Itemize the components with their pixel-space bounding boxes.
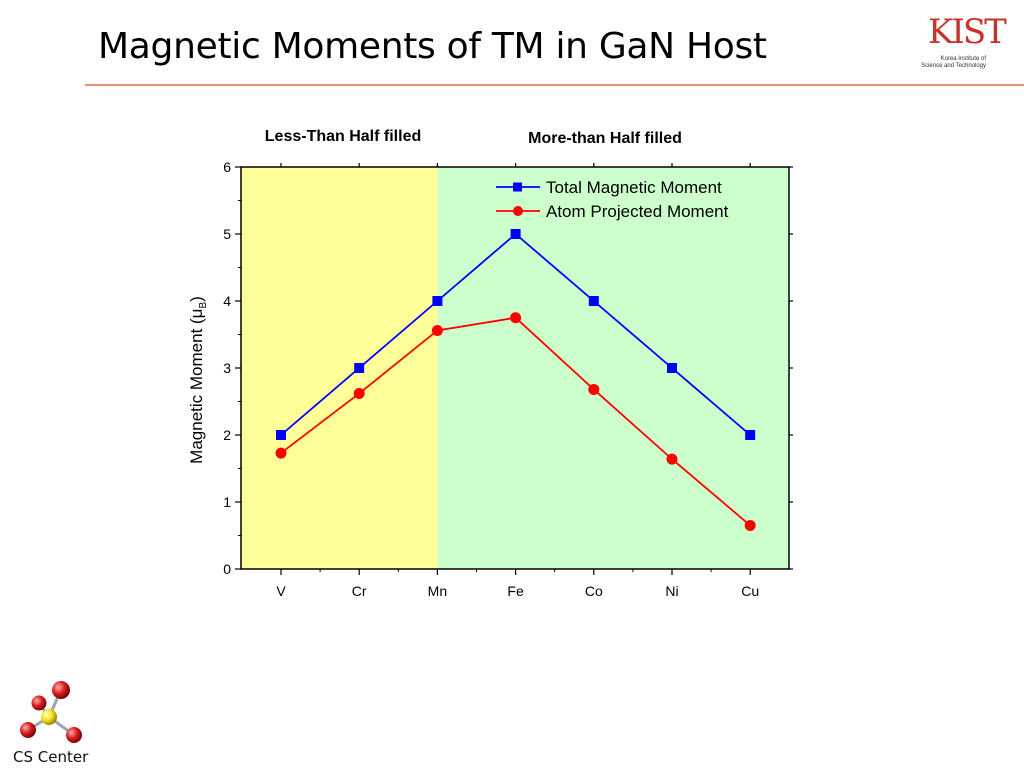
- y-tick-label-1: 1: [223, 494, 231, 510]
- data-point-0-3: [510, 229, 521, 239]
- region-label-0: Less-Than Half filled: [265, 128, 421, 145]
- y-tick-label-4: 4: [223, 293, 231, 309]
- data-point-0-2: [432, 296, 443, 306]
- data-point-0-4: [588, 296, 599, 306]
- legend-label-1: Atom Projected Moment: [546, 202, 729, 221]
- x-tick-label-6: Cu: [741, 583, 759, 599]
- legend-marker-1: [513, 206, 523, 216]
- region-background-1: [437, 167, 789, 569]
- kist-logo-letters: KIST: [928, 12, 1007, 52]
- legend-label-0: Total Magnetic Moment: [546, 178, 722, 197]
- data-point-1-0: [275, 447, 287, 459]
- x-tick-label-5: Ni: [665, 583, 678, 599]
- kist-logo: KIST Korea Institute of Science and Tech…: [884, 12, 1007, 74]
- kist-logo-subtitle-line1: Korea Institute of: [940, 56, 986, 62]
- region-label-1: More-than Half filled: [528, 130, 682, 147]
- x-tick-label-4: Co: [585, 583, 603, 599]
- data-point-1-3: [510, 312, 522, 324]
- slide-title: Magnetic Moments of TM in GaN Host: [98, 26, 767, 67]
- y-tick-label-0: 0: [223, 561, 231, 577]
- y-tick-label-2: 2: [223, 427, 231, 443]
- y-tick-label-6: 6: [223, 159, 231, 175]
- y-axis-label: Magnetic Moment (μB): [187, 296, 209, 464]
- y-tick-label-5: 5: [223, 226, 231, 242]
- data-point-0-6: [745, 430, 756, 440]
- data-point-0-5: [667, 363, 677, 373]
- kist-logo-subtitle-line2: Science and Technology: [921, 63, 986, 69]
- data-point-1-6: [744, 519, 756, 531]
- data-point-1-2: [431, 324, 443, 336]
- kist-logo-subtitle: Korea Institute of Science and Technolog…: [886, 56, 986, 70]
- y-tick-label-3: 3: [223, 360, 231, 376]
- title-divider: [85, 84, 1024, 86]
- cs-center-molecule-icon: [20, 681, 82, 743]
- data-point-1-5: [666, 453, 678, 465]
- x-tick-label-2: Mn: [428, 583, 447, 599]
- legend-marker-0: [513, 182, 522, 192]
- x-tick-label-3: Fe: [507, 583, 524, 599]
- x-tick-label-1: Cr: [352, 583, 367, 599]
- data-point-0-0: [276, 430, 286, 440]
- region-background-0: [241, 167, 438, 569]
- cs-center-label: CS Center: [13, 748, 89, 766]
- data-point-1-4: [588, 383, 600, 395]
- data-point-0-1: [354, 363, 365, 373]
- data-point-1-1: [353, 387, 365, 399]
- x-tick-label-0: V: [276, 583, 286, 599]
